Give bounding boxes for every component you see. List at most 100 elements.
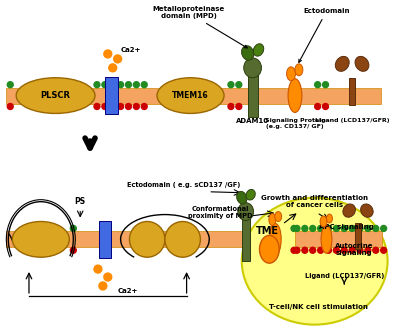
Circle shape [318,247,324,253]
Circle shape [333,247,339,253]
Circle shape [236,104,242,110]
Ellipse shape [288,79,302,113]
Ellipse shape [343,204,356,217]
Ellipse shape [286,67,296,81]
Ellipse shape [157,78,224,113]
Ellipse shape [269,214,276,225]
Text: Conformational
proximity of MPD: Conformational proximity of MPD [188,206,252,219]
Circle shape [381,225,386,232]
Ellipse shape [246,190,255,200]
Ellipse shape [335,56,349,71]
Text: T-cell/NK cell stimulation: T-cell/NK cell stimulation [269,304,368,310]
Circle shape [357,225,363,232]
Circle shape [141,104,147,110]
Bar [6,232,381,247]
Text: Metalloproteinase
domain (MPD): Metalloproteinase domain (MPD) [152,6,247,48]
Circle shape [322,104,328,110]
Circle shape [188,225,194,232]
Ellipse shape [269,223,281,255]
Circle shape [94,82,100,88]
Text: PS: PS [75,197,86,206]
Ellipse shape [238,203,254,220]
Text: Ectodomain ( e.g. sCD137 /GF): Ectodomain ( e.g. sCD137 /GF) [127,182,240,188]
Circle shape [302,247,308,253]
Ellipse shape [12,221,69,257]
Text: TME: TME [256,226,279,236]
Ellipse shape [165,221,200,257]
Circle shape [326,247,332,253]
Text: Ligand (LCD137/GFR): Ligand (LCD137/GFR) [315,118,389,123]
Circle shape [102,104,108,110]
Circle shape [110,104,116,110]
Ellipse shape [260,236,279,263]
Circle shape [357,247,363,253]
Circle shape [134,104,139,110]
Bar [99,220,111,258]
Ellipse shape [361,204,373,217]
Circle shape [104,50,112,58]
Bar [295,232,382,247]
Circle shape [118,104,124,110]
Ellipse shape [16,78,95,113]
Circle shape [341,225,347,232]
Text: Ca2+: Ca2+ [118,288,138,294]
Circle shape [326,225,332,232]
Bar [349,78,355,106]
Circle shape [315,104,320,110]
Circle shape [291,247,297,253]
Text: Ectodomain: Ectodomain [299,8,350,62]
Ellipse shape [320,216,327,227]
Circle shape [70,247,76,253]
Text: Signaling Protein
(e.g. CD137/ GF): Signaling Protein (e.g. CD137/ GF) [264,118,326,129]
Circle shape [126,104,132,110]
Ellipse shape [242,46,254,60]
Text: PLSCR: PLSCR [40,91,70,100]
Circle shape [188,247,194,253]
Circle shape [141,82,147,88]
Circle shape [294,225,300,232]
Circle shape [349,247,355,253]
Bar [6,88,381,104]
Circle shape [365,247,371,253]
Bar [248,74,258,117]
Circle shape [110,82,116,88]
Bar [105,77,118,114]
Ellipse shape [321,225,332,253]
Circle shape [109,64,117,72]
Text: Ligand (LCD137/GFR): Ligand (LCD137/GFR) [304,273,384,279]
Circle shape [181,247,187,253]
Circle shape [114,55,122,63]
Ellipse shape [244,58,262,78]
Circle shape [341,247,347,253]
Circle shape [318,225,324,232]
Circle shape [236,82,242,88]
Ellipse shape [326,214,332,223]
Ellipse shape [130,221,165,257]
Circle shape [181,225,187,232]
Ellipse shape [275,212,282,221]
Bar [355,223,361,249]
Ellipse shape [355,56,369,71]
Text: Growth and differentiation
of cancer cells: Growth and differentiation of cancer cel… [261,195,368,208]
Circle shape [315,82,320,88]
Circle shape [228,104,234,110]
Circle shape [310,225,316,232]
Circle shape [70,225,76,232]
Circle shape [349,225,355,232]
Circle shape [302,225,308,232]
Text: Autocrine
signaling: Autocrine signaling [335,243,373,256]
Text: TMEM16: TMEM16 [172,91,209,100]
Circle shape [104,273,112,281]
Circle shape [134,82,139,88]
Circle shape [99,282,107,290]
Circle shape [94,104,100,110]
Circle shape [102,82,108,88]
Text: Ca2+: Ca2+ [120,47,141,53]
Circle shape [228,82,234,88]
Circle shape [333,225,339,232]
Circle shape [294,247,300,253]
Circle shape [291,225,297,232]
Ellipse shape [242,198,388,325]
Circle shape [94,265,102,273]
Circle shape [7,82,13,88]
